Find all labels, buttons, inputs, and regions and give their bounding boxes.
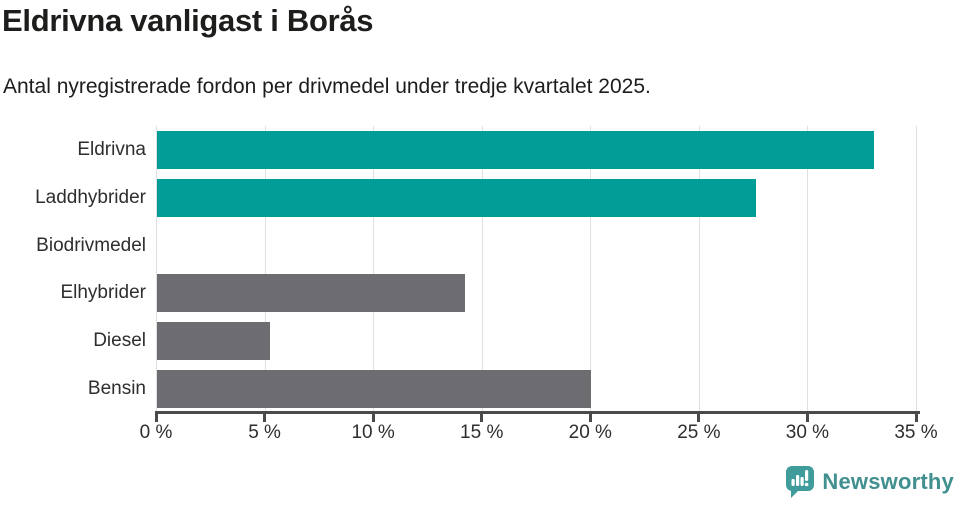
gridline	[264, 126, 266, 413]
brand-name: Newsworthy	[822, 469, 954, 494]
x-axis-tick-label: 30 %	[785, 422, 830, 443]
bar-bensin	[157, 370, 592, 409]
x-axis-tick-label: 0 %	[139, 422, 173, 443]
x-axis-tick	[914, 414, 918, 422]
gridline	[916, 126, 917, 413]
bar-elhybrider	[157, 274, 466, 313]
y-axis-label: Biodrivmedel	[36, 234, 146, 256]
x-axis-tick-label: 5 %	[248, 422, 281, 443]
x-axis-tick-label: 35 %	[894, 422, 938, 443]
y-axis-label: Bensin	[87, 378, 146, 400]
y-axis-label: Diesel	[93, 330, 146, 352]
x-axis-tick	[154, 414, 158, 422]
y-axis-label: Laddhybrider	[35, 186, 146, 208]
x-axis-tick	[263, 414, 267, 422]
gridline	[698, 126, 700, 413]
chart-subtitle: Antal nyregistrerade fordon per drivmede…	[3, 75, 651, 98]
gridline	[156, 126, 157, 413]
gridline	[481, 126, 483, 413]
y-axis-label: Eldrivna	[77, 138, 146, 160]
chart-title: Eldrivna vanligast i Borås	[2, 3, 374, 38]
plot-area	[156, 126, 917, 413]
x-axis-tick	[588, 414, 592, 422]
newsworthy-logo: Newsworthy	[785, 465, 954, 499]
bar-diesel	[157, 322, 270, 361]
x-axis-tick	[697, 414, 701, 422]
x-axis-tick-label: 15 %	[460, 422, 504, 443]
x-axis-tick	[480, 414, 484, 422]
bar-laddhybrider	[157, 178, 757, 217]
x-axis-line	[155, 411, 920, 414]
x-axis-tick-label: 25 %	[677, 422, 721, 443]
newsworthy-icon	[786, 466, 815, 498]
y-axis-label: Elhybrider	[60, 282, 146, 304]
x-axis-tick-label: 20 %	[568, 422, 612, 443]
bar-eldrivna	[157, 130, 874, 169]
gridline	[373, 126, 375, 413]
speech-bubble-shape	[786, 466, 815, 498]
x-axis-tick-label: 10 %	[351, 422, 395, 443]
x-axis-tick	[371, 414, 375, 422]
gridline	[807, 126, 809, 413]
x-axis-tick	[805, 414, 809, 422]
gridline	[590, 126, 592, 413]
y-axis-labels: Eldrivna Laddhybrider Biodrivmedel Elhybrid…	[0, 126, 146, 413]
